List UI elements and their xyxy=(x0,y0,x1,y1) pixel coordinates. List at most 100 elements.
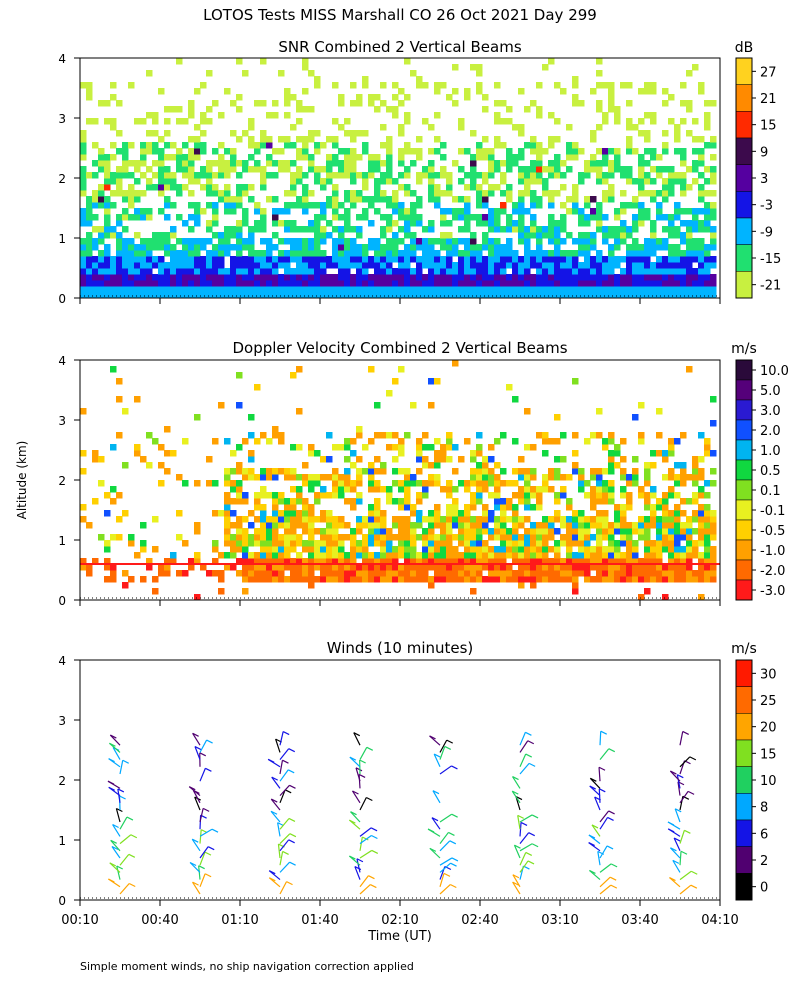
doppler-cell xyxy=(362,540,369,547)
snr-cell xyxy=(392,82,399,89)
wind-barb-shaft xyxy=(279,881,288,895)
wind-barb-shaft xyxy=(679,851,682,866)
snr-cell xyxy=(656,202,663,209)
snr-cell xyxy=(488,190,495,197)
snr-cell xyxy=(92,142,99,149)
snr-cell xyxy=(596,106,603,113)
snr-cell xyxy=(686,226,693,233)
snr-cell xyxy=(140,256,147,263)
snr-cell xyxy=(464,262,471,269)
doppler-cell xyxy=(572,540,579,547)
snr-cell xyxy=(242,190,249,197)
doppler-cell xyxy=(332,474,339,481)
doppler-cell xyxy=(134,552,141,559)
doppler-cell xyxy=(518,582,525,589)
snr-cell xyxy=(428,238,435,245)
snr-cell xyxy=(92,292,99,299)
doppler-cell xyxy=(584,570,591,577)
snr-cell xyxy=(134,262,141,269)
wind-barb-shaft xyxy=(279,748,290,760)
snr-cell xyxy=(116,256,123,263)
wind-barb-flag xyxy=(189,861,197,867)
snr-cell xyxy=(326,256,333,263)
doppler-cell xyxy=(464,528,471,535)
colorbar-swatch xyxy=(735,793,753,821)
snr-cell xyxy=(236,136,243,143)
snr-cell xyxy=(524,142,531,149)
snr-cell xyxy=(590,268,597,275)
snr-cell xyxy=(704,244,711,251)
snr-cell xyxy=(80,82,87,89)
doppler-cell xyxy=(350,546,357,553)
snr-cell xyxy=(110,274,117,281)
snr-cell xyxy=(434,256,441,263)
snr-cell xyxy=(308,238,315,245)
doppler-cell xyxy=(410,540,417,547)
doppler-cell xyxy=(476,534,483,541)
snr-cell xyxy=(374,94,381,101)
snr-cell xyxy=(650,292,657,299)
doppler-cell xyxy=(356,528,363,535)
snr-cell xyxy=(704,280,711,287)
snr-cell xyxy=(98,160,105,167)
doppler-cell xyxy=(242,438,249,445)
doppler-cell xyxy=(434,474,441,481)
doppler-cell xyxy=(632,522,639,529)
doppler-cell xyxy=(590,558,597,565)
doppler-cell xyxy=(116,534,123,541)
doppler-cell xyxy=(482,480,489,487)
wind-barb-flag xyxy=(289,784,296,789)
doppler-cell xyxy=(236,492,243,499)
snr-cell xyxy=(644,286,651,293)
snr-cell xyxy=(86,202,93,209)
doppler-cell xyxy=(494,546,501,553)
doppler-cell xyxy=(470,504,477,511)
doppler-cell xyxy=(356,564,363,571)
snr-cell xyxy=(524,262,531,269)
snr-cell xyxy=(470,292,477,299)
colorbar-swatch xyxy=(735,399,753,421)
snr-cell xyxy=(158,238,165,245)
snr-cell xyxy=(524,280,531,287)
snr-cell xyxy=(476,280,483,287)
doppler-cell xyxy=(596,408,603,415)
snr-cell xyxy=(170,154,177,161)
doppler-cell xyxy=(506,516,513,523)
snr-cell xyxy=(362,82,369,89)
doppler-cell xyxy=(500,516,507,523)
doppler-cell xyxy=(710,450,717,457)
doppler-cell xyxy=(446,480,453,487)
doppler-cell xyxy=(518,468,525,475)
doppler-cell xyxy=(212,540,219,547)
doppler-cell xyxy=(596,492,603,499)
snr-cell xyxy=(338,280,345,287)
snr-cell xyxy=(116,220,123,227)
snr-cell xyxy=(482,232,489,239)
snr-cell xyxy=(518,190,525,197)
snr-cell xyxy=(242,160,249,167)
doppler-cell xyxy=(182,480,189,487)
doppler-cell xyxy=(452,552,459,559)
snr-cell xyxy=(542,184,549,191)
doppler-cell xyxy=(248,552,255,559)
snr-cell xyxy=(512,274,519,281)
doppler-cell xyxy=(296,408,303,415)
snr-cell xyxy=(488,154,495,161)
snr-cell xyxy=(584,280,591,287)
snr-cell xyxy=(596,226,603,233)
doppler-cell xyxy=(440,558,447,565)
doppler-cell xyxy=(614,516,621,523)
doppler-cell xyxy=(488,492,495,499)
snr-cell xyxy=(452,262,459,269)
doppler-cell xyxy=(590,504,597,511)
doppler-cell xyxy=(236,558,243,565)
snr-cell xyxy=(470,130,477,137)
doppler-cell xyxy=(302,498,309,505)
snr-cell xyxy=(626,292,633,299)
snr-cell xyxy=(266,268,273,275)
doppler-cell xyxy=(674,564,681,571)
snr-cell xyxy=(662,256,669,263)
snr-cell xyxy=(680,118,687,125)
snr-cell xyxy=(416,262,423,269)
